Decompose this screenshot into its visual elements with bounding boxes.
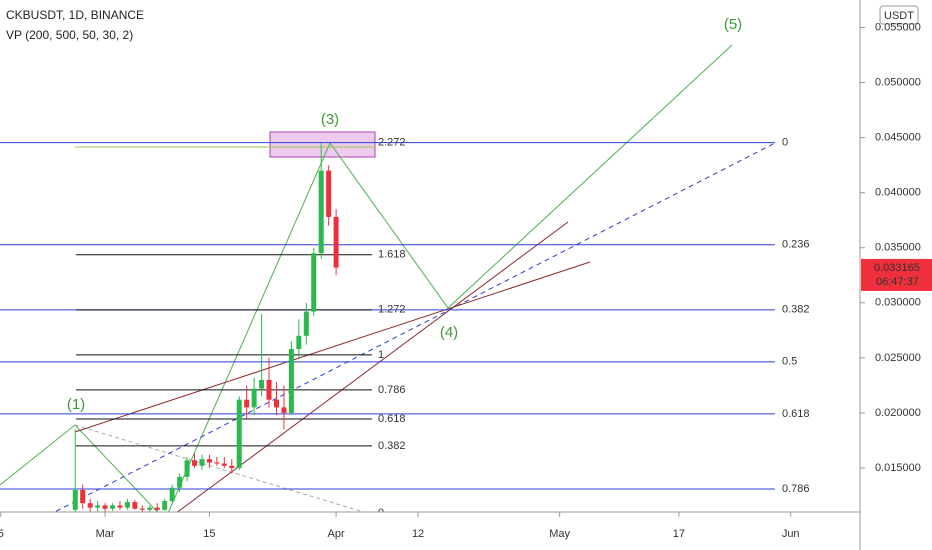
candle-body (169, 487, 175, 501)
candle-body (311, 253, 317, 312)
candle-body (236, 399, 242, 468)
candle-body (229, 465, 235, 468)
wave-label: (5) (724, 16, 742, 33)
price-tag-countdown: 06:47:37 (876, 276, 919, 288)
y-tick-label: 0.030000 (875, 297, 921, 309)
fib-label: 0.786 (782, 483, 810, 495)
fib-label: 0 (782, 136, 788, 148)
candle-body (132, 502, 138, 509)
candle-body (318, 170, 324, 254)
fib-ext-label: 1.272 (378, 304, 406, 316)
candle-body (102, 505, 108, 509)
dashed-trendline (53, 142, 776, 512)
candle-body (192, 460, 198, 466)
x-tick-label: 15 (203, 528, 215, 540)
x-tick-label: Jun (782, 528, 800, 540)
fib-ext-label: 0.382 (378, 440, 406, 452)
y-tick-label: 0.040000 (875, 187, 921, 199)
indicator-label: VP (200, 500, 50, 30, 2) (6, 28, 133, 42)
projection-line (74, 424, 366, 512)
y-tick-label: 0.015000 (875, 462, 921, 474)
x-tick-label: May (549, 528, 570, 540)
candle-body (124, 502, 130, 508)
candle-body (281, 407, 287, 413)
candle-body (333, 216, 339, 268)
x-tick-label: Mar (96, 528, 115, 540)
fib-label: 0.236 (782, 239, 810, 251)
currency-label[interactable]: USDT (884, 10, 914, 22)
candle-body (244, 399, 250, 408)
trendline (176, 221, 569, 512)
highlight-box (269, 131, 376, 158)
candle-body (110, 505, 116, 509)
candle-body (296, 335, 302, 350)
candle-body (154, 507, 160, 510)
candle-body (221, 463, 227, 466)
currency-button[interactable] (879, 5, 919, 25)
x-tick-label: Apr (328, 528, 345, 540)
symbol-title: CKBUSDT, 1D, BINANCE (6, 8, 144, 22)
candle-body (214, 462, 220, 464)
y-tick-label: 0.035000 (875, 242, 921, 254)
y-tick-label: 0.025000 (875, 352, 921, 364)
candle-body (87, 503, 93, 508)
wave-label: (3) (321, 111, 339, 128)
y-tick-label: 0.020000 (875, 407, 921, 419)
wave-line (0, 44, 733, 512)
wave-label: (4) (440, 324, 458, 341)
candle-body (273, 399, 279, 408)
candle-body (72, 489, 78, 510)
fib-label: 0.382 (782, 304, 810, 316)
candle-body (266, 379, 272, 400)
fib-ext-label: 0.618 (378, 413, 406, 425)
fib-ext-label: 2.272 (378, 136, 406, 148)
candle-body (206, 459, 212, 463)
y-tick-label: 0.050000 (875, 76, 921, 88)
x-tick-label: 5 (0, 528, 4, 540)
candle-body (199, 459, 205, 466)
trendline (74, 261, 591, 433)
y-tick-label: 0.045000 (875, 132, 921, 144)
candle-body (139, 508, 145, 510)
candle-body (326, 170, 332, 217)
plot-area: 2.272 1.618 1.272 1 0.786 0.618 0.382 0 (0, 44, 776, 519)
candle-body (95, 505, 101, 508)
fib-label: 0.618 (782, 408, 810, 420)
candle-body (177, 476, 183, 488)
candle-body (147, 507, 153, 510)
candle-body (259, 379, 265, 389)
price-tag-value: 0.033165 (874, 262, 920, 274)
candle-body (184, 460, 190, 477)
wave-label: (1) (67, 396, 85, 413)
candle-body (303, 311, 309, 336)
x-tick-label: 17 (673, 528, 685, 540)
fib-ext-label: 0.786 (378, 384, 406, 396)
fib-ext-label: 1.618 (378, 249, 406, 261)
candle-body (80, 489, 86, 504)
candle-body (288, 349, 294, 413)
candle-body (162, 500, 168, 510)
price-tag (861, 258, 932, 291)
fib-label: 0.5 (782, 356, 797, 368)
x-tick-label: 12 (412, 528, 424, 540)
fib-ext-label: 1 (378, 349, 384, 361)
candle-body (117, 505, 123, 508)
y-tick-label: 0.055000 (875, 21, 921, 33)
candle-body (251, 388, 257, 408)
fib-ext-label: 0 (378, 507, 384, 519)
